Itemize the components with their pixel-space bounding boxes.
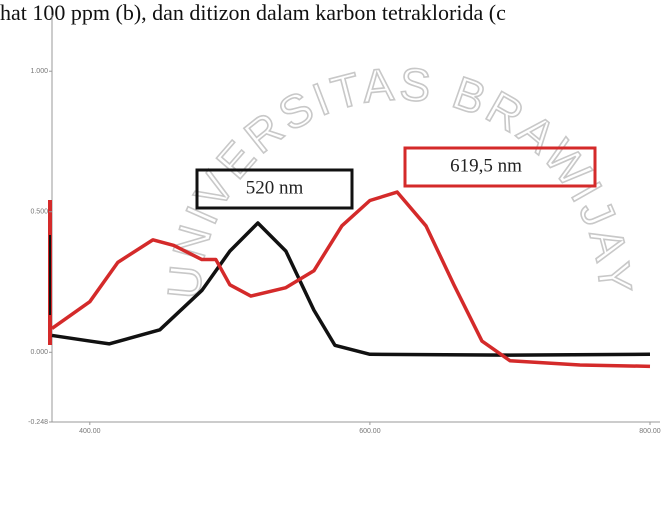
annotation-box xyxy=(195,168,354,210)
x-tick-label: 800.00 xyxy=(639,428,661,435)
watermark: UNIVERSITAS BRAWIJAYA xyxy=(0,0,639,302)
y-tick-label: -0.248 xyxy=(28,419,48,426)
watermark-text: UNIVERSITAS BRAWIJAYA xyxy=(0,0,639,302)
axis-decoration xyxy=(49,235,51,315)
annotation-text: 520 nm xyxy=(246,177,304,198)
annotation-text: 619,5 nm xyxy=(450,155,522,176)
y-tick-label: 0.500 xyxy=(30,209,48,216)
y-tick-label: 1.000 xyxy=(30,68,48,75)
caption: hat 100 ppm (b), dan ditizon dalam karbo… xyxy=(0,0,506,25)
annotation-box xyxy=(403,146,597,188)
spectrum-line xyxy=(50,190,651,369)
x-tick-label: 400.00 xyxy=(79,428,101,435)
spectrum-line xyxy=(51,221,651,357)
x-tick-label: 600.00 xyxy=(359,428,381,435)
y-tick-label: 0.000 xyxy=(30,349,48,356)
